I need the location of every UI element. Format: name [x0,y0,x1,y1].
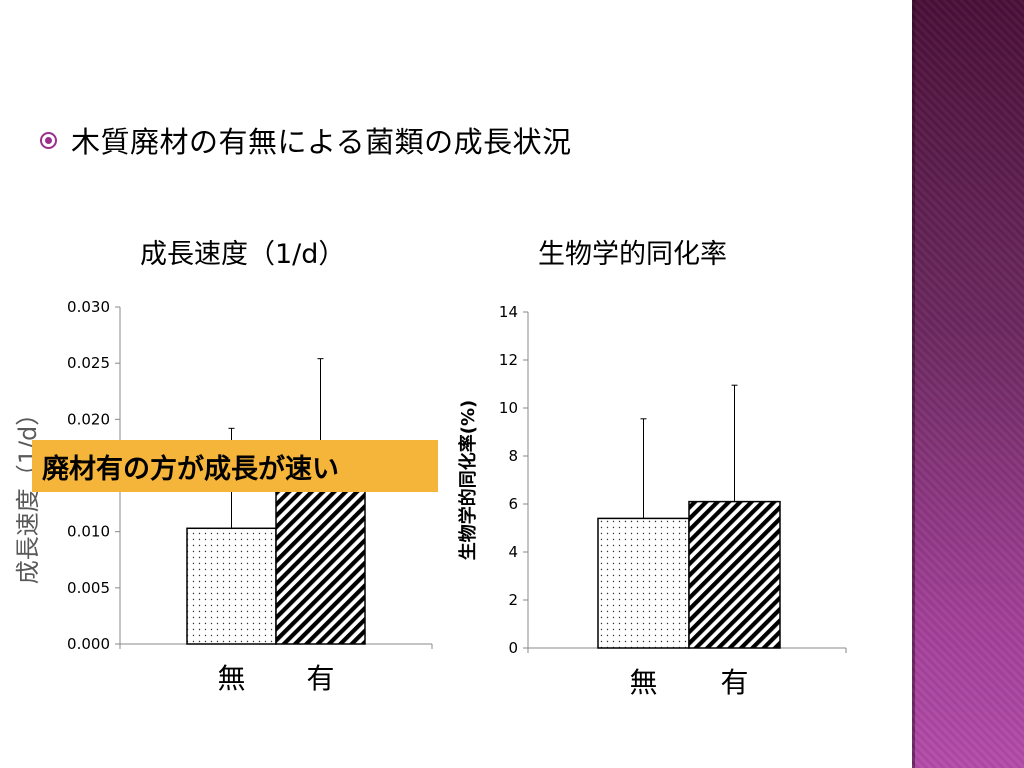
y-tick-label: 0.020 [67,410,110,428]
y-tick-label: 8 [508,447,518,465]
y-tick-label: 0.025 [67,354,110,372]
y-tick-label: 0.005 [67,579,110,597]
y-tick-label: 6 [508,495,518,513]
bullet-item: 木質廃材の有無による菌類の成長状況 [40,116,572,164]
x-category-label: 無 [217,662,245,695]
bar-without [597,517,690,649]
bar-without [186,527,277,645]
y-tick-label: 4 [508,543,518,561]
circle-bullet-icon [40,131,57,149]
callout-text: 廃材有の方が成長が速い [42,453,339,485]
assimilation-rate-chart: 0 2 4 6 8 10 12 14 無 有 生物学的同化率(%) [457,303,847,699]
bar-with [275,475,366,645]
x-category-label: 有 [306,662,334,695]
y-tick-label: 10 [499,399,518,417]
chart2-title: 生物学的同化率 [538,239,727,270]
x-category-label: 無 [629,666,657,699]
x-category-label: 有 [720,666,748,699]
y-tick-label: 0 [508,639,518,657]
bar-with [688,500,781,649]
y-axis-title: 生物学的同化率(%) [457,400,479,561]
y-tick-label: 0.010 [67,523,110,541]
y-tick-label: 0.000 [67,635,110,653]
y-tick-label: 2 [508,591,518,609]
y-tick-label: 0.030 [67,298,110,316]
y-tick-label: 14 [499,303,518,321]
y-tick-label: 12 [499,351,518,369]
decorative-side-band [912,0,1024,768]
bullet-text: 木質廃材の有無による菌類の成長状況 [71,125,572,159]
chart1-title: 成長速度（1/d） [140,239,346,270]
callout-box: 廃材有の方が成長が速い [32,440,438,492]
y-axis-title: 成長速度（1/d） [14,402,42,585]
